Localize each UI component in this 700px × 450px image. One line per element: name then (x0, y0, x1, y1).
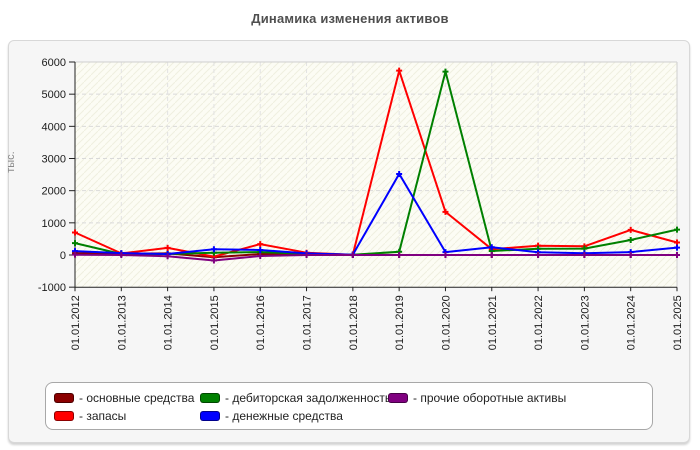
y-tick-label: 5000 (42, 89, 66, 101)
data-point-marker (442, 68, 449, 75)
data-point-marker (257, 247, 264, 254)
y-axis-title: тыс. (5, 151, 17, 173)
y-tick-label: 3000 (42, 154, 66, 166)
legend-item-fixed-assets: - основные средства (54, 389, 200, 406)
data-point-marker (164, 253, 171, 260)
x-tick-label: 01.01.2017 (302, 295, 314, 350)
data-point-marker (627, 226, 634, 233)
legend-label: - денежные средства (225, 408, 343, 423)
data-point-marker (396, 170, 403, 177)
legend-item-other-current-assets: - прочие оборотные активы (388, 389, 566, 406)
legend-column: - прочие оборотные активы (388, 389, 566, 425)
x-tick-label: 01.01.2019 (394, 295, 406, 350)
legend-item-inventory: - запасы (54, 407, 200, 424)
x-tick-label: 01.01.2012 (70, 295, 82, 350)
x-tick-labels: 01.01.2012 01.01.2013 01.01.2014 01.01.2015… (70, 287, 684, 350)
legend-item-receivables: - дебиторская задолженность (200, 389, 392, 406)
legend-swatch (200, 410, 220, 421)
x-tick-label: 01.01.2021 (487, 295, 499, 350)
y-tick-label: -1000 (38, 282, 66, 294)
x-tick-label: 01.01.2022 (533, 295, 545, 350)
data-point-marker (349, 252, 356, 258)
data-point-marker (488, 244, 495, 251)
legend-column: - основные средства - запасы (54, 389, 200, 425)
data-point-marker (535, 252, 542, 258)
legend-swatch (200, 392, 220, 403)
data-point-marker (72, 229, 78, 236)
legend: - основные средства - запасы - дебиторская… (45, 382, 653, 430)
data-point-marker (303, 252, 310, 258)
legend-label: - запасы (79, 408, 127, 423)
y-tick-labels: -1000 0 1000 2000 3000 4000 5000 6000 (38, 57, 75, 294)
data-point-marker (257, 252, 264, 259)
x-tick-label: 01.01.2013 (116, 295, 128, 350)
series-other-current-assets (72, 251, 680, 264)
x-tick-label: 01.01.2023 (579, 295, 591, 350)
data-point-marker (257, 241, 264, 248)
data-point-marker (396, 252, 403, 258)
y-tick-label: 1000 (42, 218, 66, 230)
data-point-marker (396, 67, 403, 74)
chart-title: Динамика изменения активов (251, 11, 449, 26)
y-tick-label: 6000 (42, 57, 66, 69)
legend-swatch (54, 392, 74, 403)
data-point-marker (627, 237, 634, 244)
legend-label: - дебиторская задолженность (225, 390, 392, 405)
data-point-marker (674, 244, 680, 251)
data-point-marker (674, 226, 680, 233)
legend-column: - дебиторская задолженность - денежные ср… (200, 389, 392, 425)
x-tick-label: 01.01.2014 (163, 295, 175, 350)
data-point-marker (442, 252, 449, 258)
legend-label: - основные средства (79, 390, 195, 405)
data-point-marker (72, 251, 78, 258)
legend-swatch (388, 392, 408, 403)
data-point-marker (488, 252, 495, 258)
data-point-marker (674, 252, 680, 258)
x-tick-label: 01.01.2020 (440, 295, 452, 350)
legend-item-cash: - денежные средства (200, 407, 388, 424)
x-tick-label: 01.01.2016 (255, 295, 267, 350)
data-point-marker (210, 257, 217, 264)
data-point-marker (581, 252, 588, 258)
data-point-marker (674, 239, 680, 246)
legend-label: - прочие оборотные активы (413, 390, 567, 405)
x-tick-label: 01.01.2015 (209, 295, 221, 350)
data-point-marker (118, 252, 125, 258)
y-tick-label: 2000 (42, 186, 66, 198)
gridlines (75, 62, 677, 288)
x-tick-label: 01.01.2024 (626, 295, 638, 350)
y-tick-label: 0 (60, 250, 66, 262)
data-point-marker (627, 252, 634, 258)
x-tick-label: 01.01.2018 (348, 295, 360, 350)
line-chart: -1000 0 1000 2000 3000 4000 5000 6000 01.01.2012… (5, 57, 684, 350)
data-point-marker (442, 208, 449, 215)
data-point-marker (164, 244, 171, 251)
x-tick-label: 01.01.2025 (672, 295, 684, 350)
legend-swatch (54, 410, 74, 421)
data-point-marker (72, 240, 78, 247)
data-point-marker (210, 246, 217, 253)
y-tick-label: 4000 (42, 121, 66, 133)
